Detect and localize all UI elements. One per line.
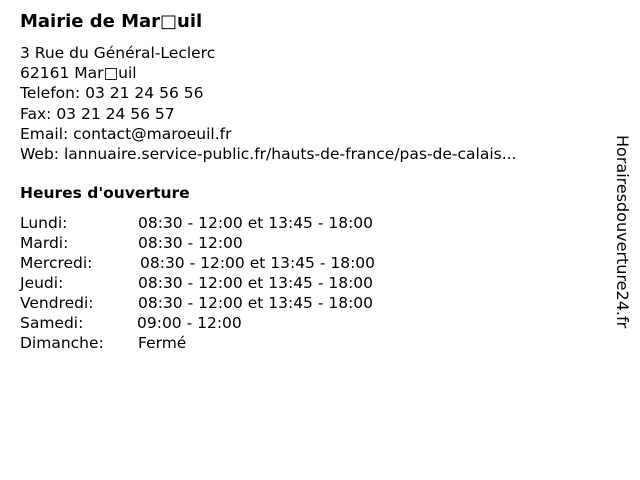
fax: Fax: 03 21 24 56 57 bbox=[20, 104, 175, 123]
day-label: Mardi: bbox=[20, 234, 69, 252]
day-label: Jeudi: bbox=[20, 274, 64, 292]
hours-heading: Heures d'ouverture bbox=[20, 184, 190, 202]
day-hours: 09:00 - 12:00 bbox=[137, 314, 242, 332]
contact-info: 3 Rue du Général-Leclerc 62161 Mar□uil T… bbox=[20, 43, 517, 164]
day-label: Vendredi: bbox=[20, 294, 94, 312]
day-hours: 08:30 - 12:00 et 13:45 - 18:00 bbox=[140, 254, 376, 272]
website: Web: lannuaire.service-public.fr/hauts-d… bbox=[20, 145, 517, 164]
hours-row-friday: Vendredi: 08:30 - 12:00 et 13:45 - 18:00 bbox=[20, 293, 373, 313]
street-address: 3 Rue du Général-Leclerc bbox=[20, 44, 216, 62]
day-label: Samedi: bbox=[20, 314, 84, 332]
day-label: Dimanche: bbox=[20, 334, 104, 352]
page-title: Mairie de Mar□uil bbox=[20, 11, 203, 32]
side-brand-watermark: Horairesdouverture24.fr bbox=[613, 135, 632, 329]
hours-row-saturday: Samedi: 09:00 - 12:00 bbox=[20, 313, 242, 333]
hours-row-tuesday: Mardi: 08:30 - 12:00 bbox=[20, 233, 243, 253]
hours-table: Lundi: 08:30 - 12:00 et 13:45 - 18:00 Mar… bbox=[20, 213, 375, 353]
hours-row-wednesday: Mercredi: 08:30 - 12:00 et 13:45 - 18:00 bbox=[20, 253, 375, 273]
day-label: Mercredi: bbox=[20, 254, 93, 272]
day-hours: Fermé bbox=[138, 334, 187, 352]
hours-row-monday: Lundi: 08:30 - 12:00 et 13:45 - 18:00 bbox=[20, 213, 373, 233]
day-label: Lundi: bbox=[20, 214, 68, 232]
hours-row-sunday: Dimanche: Fermé bbox=[20, 333, 186, 353]
day-hours: 08:30 - 12:00 et 13:45 - 18:00 bbox=[138, 294, 374, 312]
email: Email: contact@maroeuil.fr bbox=[20, 124, 232, 143]
phone: Telefon: 03 21 24 56 56 bbox=[20, 84, 204, 103]
city: 62161 Mar□uil bbox=[20, 64, 137, 83]
day-hours: 08:30 - 12:00 et 13:45 - 18:00 bbox=[138, 274, 374, 292]
day-hours: 08:30 - 12:00 et 13:45 - 18:00 bbox=[138, 214, 374, 232]
day-hours: 08:30 - 12:00 bbox=[138, 234, 243, 252]
hours-row-thursday: Jeudi: 08:30 - 12:00 et 13:45 - 18:00 bbox=[20, 273, 373, 293]
